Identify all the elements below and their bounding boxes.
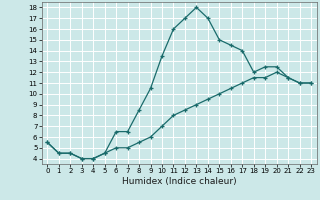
- X-axis label: Humidex (Indice chaleur): Humidex (Indice chaleur): [122, 177, 236, 186]
